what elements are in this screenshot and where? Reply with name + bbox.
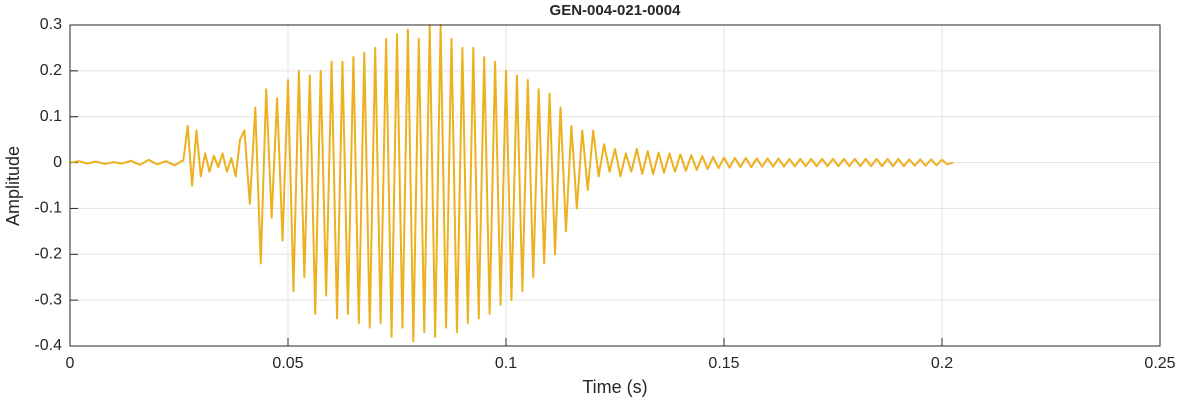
waveform-line [69, 24, 954, 343]
y-tick-label: -0.2 [34, 246, 62, 263]
y-tick-label: 0.3 [40, 16, 62, 33]
x-tick-label: 0.15 [708, 355, 739, 372]
y-tick-label: 0.1 [40, 108, 62, 125]
y-tick-label: -0.3 [34, 291, 62, 308]
y-tick-label: 0.2 [40, 62, 62, 79]
x-tick-label: 0 [66, 355, 75, 372]
x-axis-label: Time (s) [582, 377, 647, 397]
chart-title: GEN-004-021-0004 [550, 2, 682, 19]
plot-frame [69, 24, 1161, 347]
y-tick-label: -0.4 [34, 337, 62, 354]
x-tick-label: 0.05 [272, 355, 303, 372]
x-tick-label: 0.2 [931, 355, 953, 372]
y-axis-label: Amplitude [3, 146, 23, 226]
x-tick-label: 0.25 [1144, 355, 1175, 372]
y-tick-label: 0 [53, 154, 62, 171]
x-tick-label: 0.1 [495, 355, 517, 372]
y-tick-label: -0.1 [34, 200, 62, 217]
